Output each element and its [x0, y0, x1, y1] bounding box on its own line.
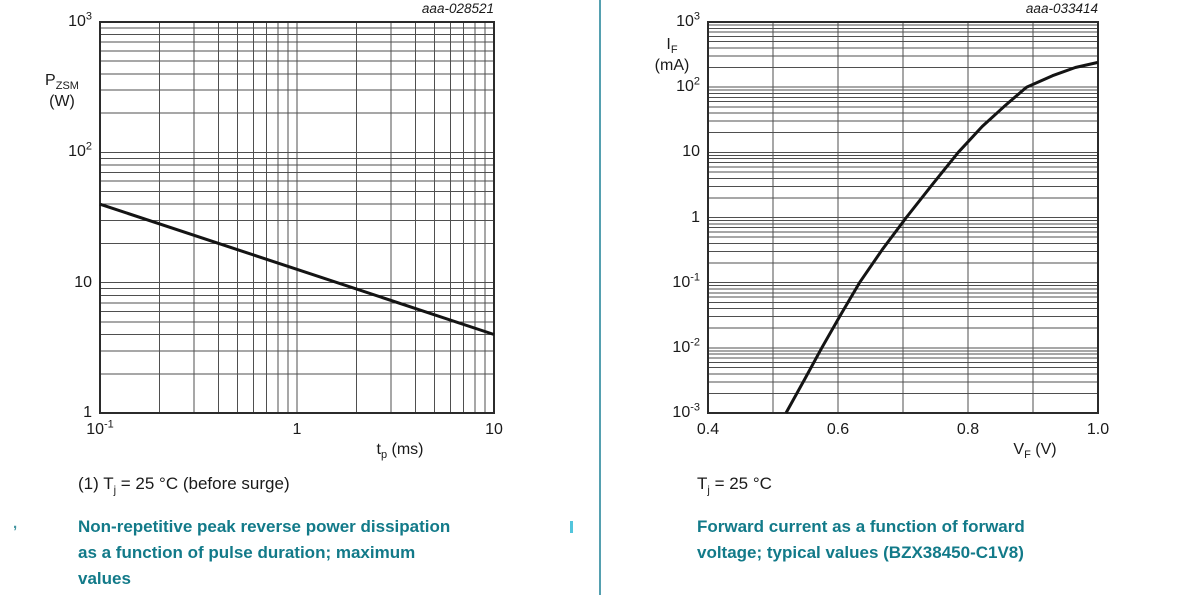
- tick-label: 10-2: [672, 336, 700, 356]
- tick-label: 10: [682, 143, 700, 161]
- plot-frame: [99, 21, 495, 414]
- panel-divider-line: [599, 0, 601, 595]
- tick-label: 1: [292, 421, 302, 438]
- tick-label: 10-1: [672, 271, 700, 291]
- tick-label: 103: [676, 10, 700, 30]
- tick-label: 0.4: [696, 421, 720, 438]
- tick-label: 102: [676, 75, 700, 96]
- left-x-axis-label: tp (ms): [376, 441, 424, 462]
- right-condition-note: Tj = 25 °C: [697, 474, 772, 497]
- left-y-axis-label: PZSM (W): [30, 70, 94, 112]
- tick-label: 10-1: [86, 418, 114, 438]
- tick-label: 103: [68, 10, 92, 30]
- left-y-axis-unit: (W): [49, 93, 75, 110]
- left-figure-caption: Non-repetitive peak reverse power dissip…: [78, 514, 588, 592]
- data-curve: [99, 202, 495, 336]
- data-curve: [784, 60, 1099, 414]
- caption-line: as a function of pulse duration; maximum: [78, 543, 416, 562]
- left-y-axis-symbol: PZSM: [45, 72, 79, 93]
- right-y-axis-label: IF (mA): [640, 34, 704, 76]
- plot-frame: [707, 21, 1099, 414]
- tick-label: 10: [485, 421, 503, 438]
- cyan-mark: [570, 521, 573, 533]
- tick-label: 1: [691, 208, 700, 226]
- right-x-axis-label: VF (V): [1013, 441, 1057, 462]
- tick-label: 0.8: [956, 421, 980, 438]
- tick-label: 1: [83, 404, 92, 421]
- caption-line: values: [78, 569, 131, 588]
- tick-label: 10-3: [672, 401, 700, 421]
- tick-label: 102: [68, 141, 92, 161]
- caption-line: voltage; typical values (BZX38450-C1V8): [697, 543, 1024, 562]
- right-y-axis-unit: (mA): [654, 57, 690, 74]
- right-plot-id: aaa-033414: [1025, 1, 1098, 16]
- tick-label: 10: [74, 273, 92, 291]
- tick-label: 0.6: [826, 421, 850, 438]
- left-condition-note: (1) Tj = 25 °C (before surge): [78, 474, 290, 497]
- right-y-axis-symbol: IF: [666, 36, 678, 57]
- caption-line: Non-repetitive peak reverse power dissip…: [78, 517, 451, 536]
- right-figure-caption: Forward current as a function of forward…: [697, 514, 1167, 566]
- left-plot-id: aaa-028521: [421, 1, 494, 16]
- tick-label: 1.0: [1086, 421, 1110, 438]
- stray-comma-mark: ,: [13, 515, 18, 532]
- caption-line: Forward current as a function of forward: [697, 517, 1025, 536]
